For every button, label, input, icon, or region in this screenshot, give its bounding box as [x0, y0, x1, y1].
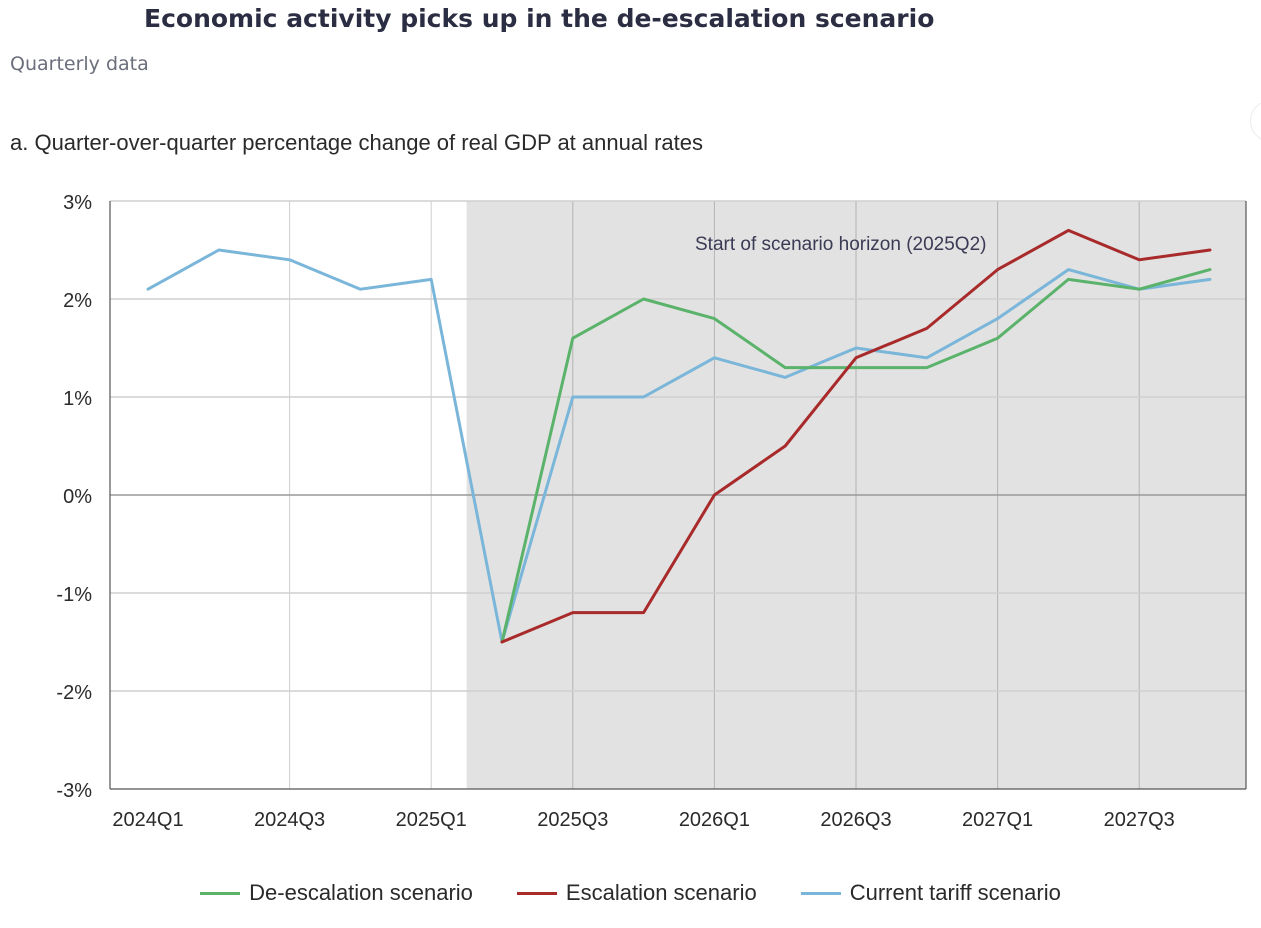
legend-item-current-tariff: Current tariff scenario: [800, 880, 1061, 906]
y-tick-label: -2%: [56, 682, 92, 704]
x-tick-label: 2026Q3: [820, 809, 891, 831]
chart-title: Economic activity picks up in the de-esc…: [144, 4, 935, 33]
y-tick-label: 3%: [63, 192, 92, 214]
y-tick-label: 1%: [63, 388, 92, 410]
series-line-current-tariff: [146, 248, 1212, 644]
y-tick-label: 0%: [63, 486, 92, 508]
x-tick-label: 2024Q1: [112, 809, 183, 831]
legend-item-escalation: Escalation scenario: [516, 880, 757, 906]
x-tick-label: 2026Q1: [679, 809, 750, 831]
legend-item-de-escalation: De-escalation scenario: [200, 880, 473, 906]
x-tick-label: 2025Q3: [537, 809, 608, 831]
series-line-escalation: [500, 228, 1212, 644]
x-tick-label: 2027Q1: [962, 809, 1033, 831]
series-line-de-escalation: [500, 268, 1212, 644]
y-tick-label: -3%: [56, 780, 92, 802]
chart-subtitle: Quarterly data: [10, 53, 149, 75]
chart-legend: De-escalation scenario Escalation scenar…: [0, 880, 1261, 906]
panel-title: a. Quarter-over-quarter percentage chang…: [10, 130, 703, 155]
x-tick-label: 2025Q1: [396, 809, 467, 831]
legend-label-escalation: Escalation scenario: [565, 880, 757, 905]
scenario-horizon-annotation: Start of scenario horizon (2025Q2): [695, 234, 987, 255]
x-tick-label: 2024Q3: [254, 809, 325, 831]
legend-swatch-escalation: [516, 891, 557, 895]
legend-swatch-de-escalation: [200, 891, 241, 895]
legend-label-current-tariff: Current tariff scenario: [849, 880, 1061, 905]
x-tick-label: 2027Q3: [1104, 809, 1175, 831]
legend-label-de-escalation: De-escalation scenario: [249, 880, 473, 905]
y-tick-label: 2%: [63, 290, 92, 312]
y-tick-label: -1%: [56, 584, 92, 606]
legend-swatch-current-tariff: [800, 891, 841, 895]
